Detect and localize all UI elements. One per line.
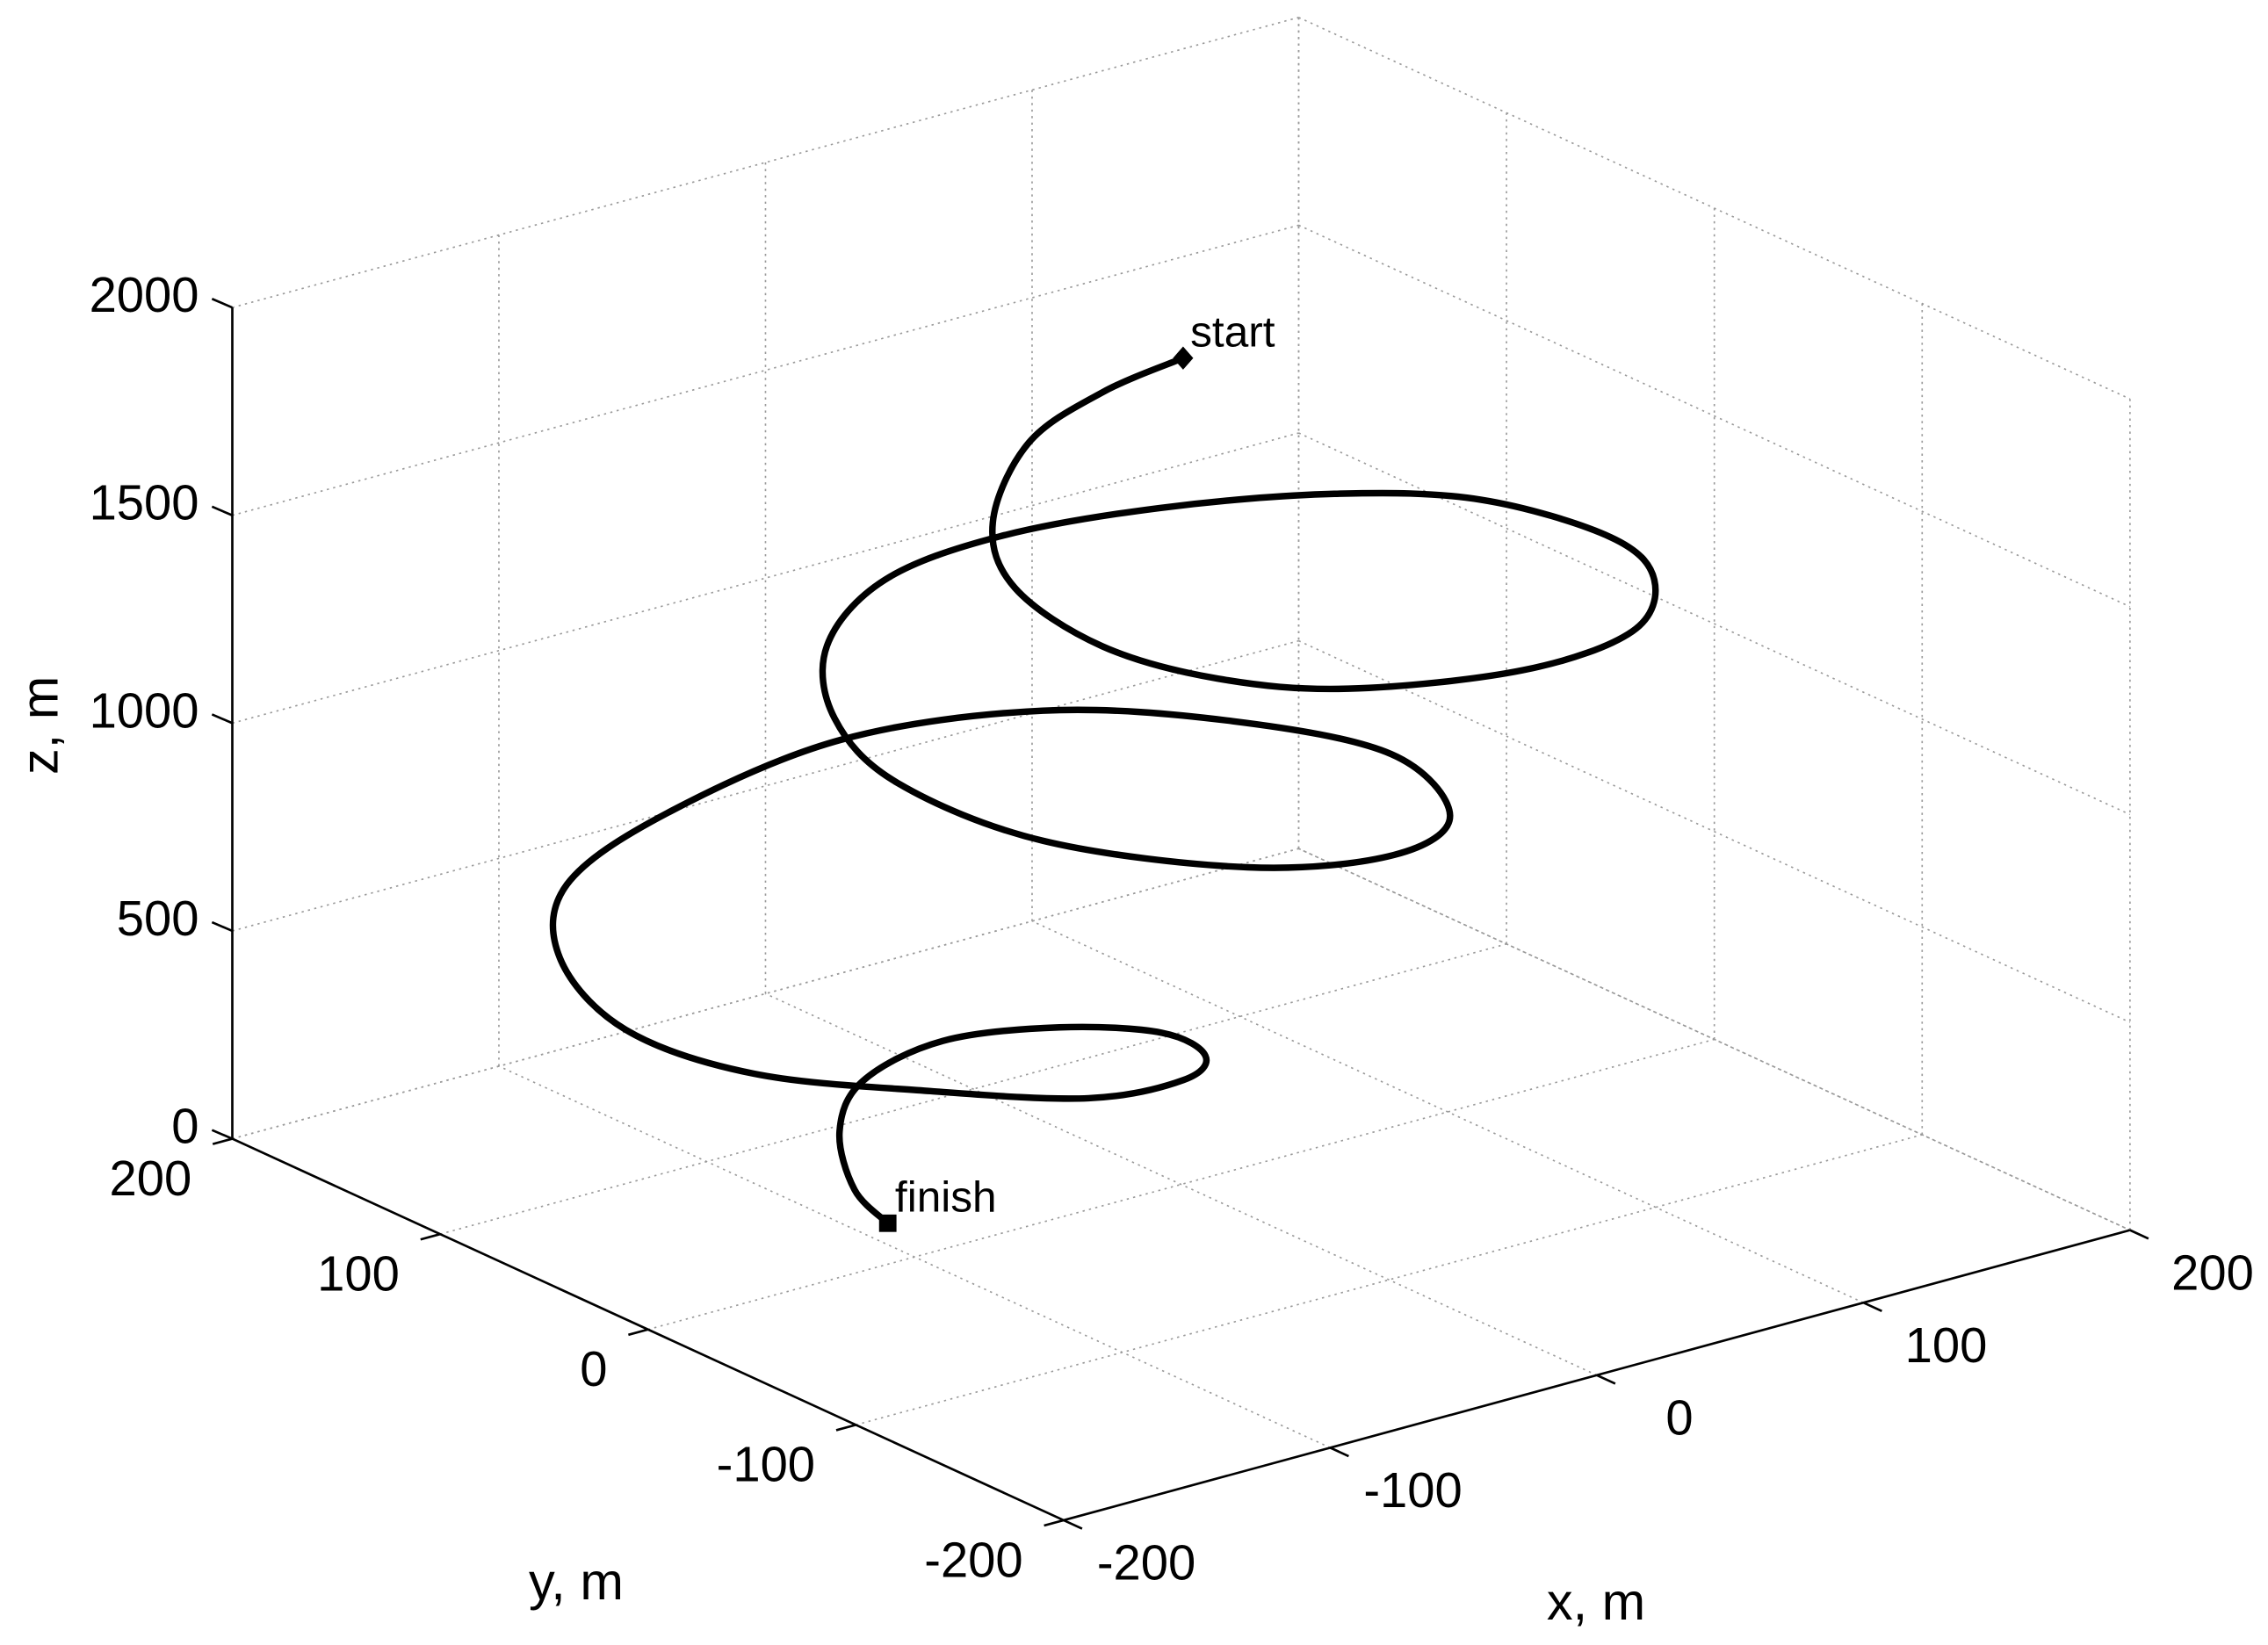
x-tick xyxy=(1862,1302,1882,1313)
x-tick-label: 100 xyxy=(1905,1317,1988,1373)
z-tick-label: 1000 xyxy=(90,682,199,738)
z-tick xyxy=(211,1129,234,1140)
z-tick-label: 2000 xyxy=(90,267,199,322)
axes: -200-1000100200-200-10001002000500100015… xyxy=(90,267,2254,1591)
z-axis-label: z, m xyxy=(10,676,69,775)
y-tick-label: 100 xyxy=(317,1246,400,1302)
grid-line xyxy=(232,432,1299,725)
grid-line xyxy=(765,992,1598,1376)
grid-line xyxy=(232,17,1299,308)
x-tick-label: -200 xyxy=(1097,1535,1195,1591)
y-tick-label: -200 xyxy=(924,1532,1022,1587)
grid-line xyxy=(232,639,1299,932)
x-axis-label: x, m xyxy=(1547,1572,1645,1631)
grid-line xyxy=(232,224,1299,516)
z-tick-label: 1500 xyxy=(90,475,199,530)
z-tick xyxy=(211,713,234,725)
grid-line xyxy=(856,1134,1923,1426)
y-tick xyxy=(212,1137,233,1145)
plot-area: start finish xyxy=(549,307,1659,1232)
x-axis xyxy=(1063,1229,2131,1522)
grid-line xyxy=(1298,432,2131,816)
grid-line xyxy=(1031,920,1864,1303)
x-tick xyxy=(1329,1447,1349,1458)
grid xyxy=(231,17,2131,1521)
z-tick-label: 500 xyxy=(117,891,199,946)
z-tick xyxy=(211,505,234,516)
y-axis-label: y, m xyxy=(529,1552,624,1611)
z-tick-label: 0 xyxy=(171,1098,199,1153)
x-tick xyxy=(1063,1519,1083,1530)
y-tick-label: 0 xyxy=(580,1341,607,1396)
grid-line xyxy=(1298,224,2131,608)
y-tick xyxy=(835,1424,856,1432)
y-tick xyxy=(420,1232,441,1241)
grid-line xyxy=(1298,17,2131,400)
grid-line xyxy=(439,943,1507,1235)
grid-line xyxy=(1298,848,2131,1231)
annotation: start xyxy=(1190,307,1275,356)
x-tick-label: 0 xyxy=(1665,1389,1693,1445)
x-tick xyxy=(1596,1374,1616,1385)
grid-line xyxy=(232,848,1299,1140)
x-tick-label: 200 xyxy=(2171,1245,2254,1300)
start-marker xyxy=(1173,346,1194,370)
y-tick-label: 200 xyxy=(110,1151,192,1206)
grid-line xyxy=(1298,639,2131,1023)
y-tick xyxy=(1044,1519,1065,1527)
y-tick xyxy=(628,1328,649,1337)
y-tick-label: -100 xyxy=(717,1437,815,1492)
x-tick-label: -100 xyxy=(1363,1462,1462,1518)
x-tick xyxy=(2129,1229,2149,1240)
y-axis xyxy=(231,1137,1065,1522)
annotation: finish xyxy=(895,1172,997,1222)
finish-marker xyxy=(878,1214,897,1232)
z-tick xyxy=(211,920,234,933)
trajectory xyxy=(549,354,1659,1227)
grid-line xyxy=(647,1038,1715,1331)
z-tick xyxy=(211,298,234,309)
